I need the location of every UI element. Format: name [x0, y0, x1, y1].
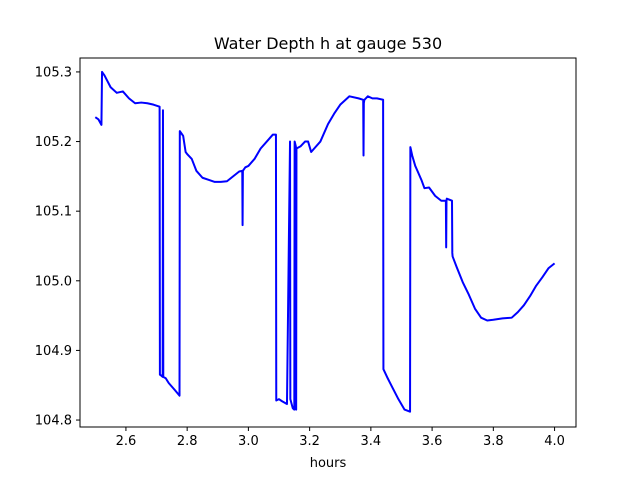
x-tick-label: 3.8 — [483, 434, 504, 449]
chart-title: Water Depth h at gauge 530 — [214, 34, 442, 53]
x-tick-label: 4.0 — [544, 434, 565, 449]
y-tick-label: 105.1 — [35, 205, 72, 220]
y-tick-label: 104.9 — [35, 344, 72, 359]
x-tick-label: 2.8 — [177, 434, 198, 449]
y-tick-label: 104.8 — [35, 414, 72, 429]
x-tick-label: 2.6 — [116, 434, 137, 449]
x-axis-label: hours — [310, 456, 347, 471]
y-tick-label: 105.0 — [35, 274, 72, 289]
axes-frame — [79, 57, 577, 428]
x-tick-label: 3.6 — [422, 434, 443, 449]
x-tick-label: 3.4 — [361, 434, 382, 449]
y-tick-label: 105.2 — [35, 135, 72, 150]
y-tick-label: 105.3 — [35, 65, 72, 80]
x-axis: 2.6 2.8 3.0 3.2 3.4 3.6 3.8 4.0 — [116, 427, 565, 449]
x-tick-label: 3.2 — [299, 434, 320, 449]
series-line-water-depth — [94, 70, 556, 413]
y-axis: 104.8 104.9 105.0 105.1 105.2 105.3 — [35, 65, 80, 429]
plot-area — [94, 70, 556, 413]
x-tick-label: 3.0 — [238, 434, 259, 449]
